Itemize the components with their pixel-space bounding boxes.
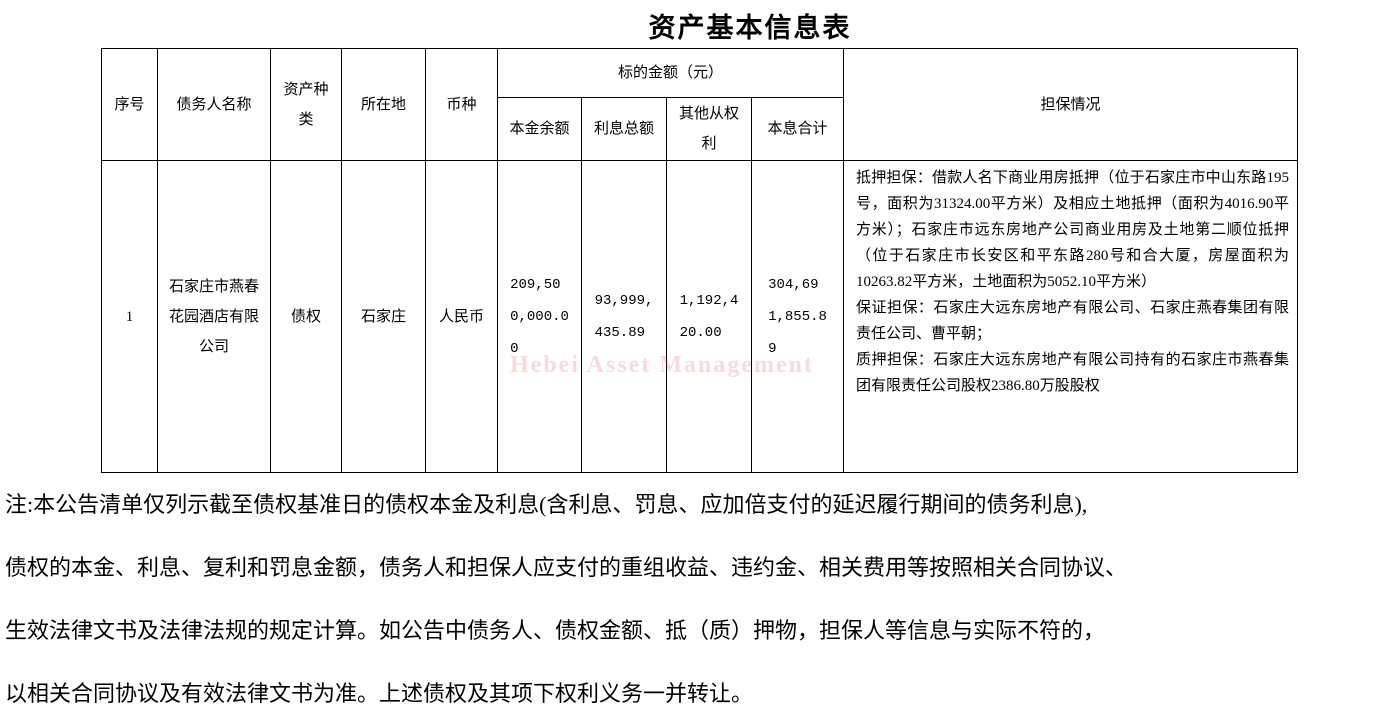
- header-cell: 币种: [425, 48, 498, 161]
- note-line: 以相关合同协议及有效法律文书为准。上述债权及其项下权利义务一并转让。: [5, 681, 754, 706]
- asset-table: 序号 债务人名称 资产种类 所在地 币种 标的金额（元） 担保情况 本金余额 利…: [101, 48, 1298, 473]
- header-cell: 本息合计: [751, 97, 844, 161]
- guarantee-paragraph: 保证担保：石家庄大远东房地产有限公司、石家庄燕春集团有限责任公司、曹平朝；: [856, 300, 1289, 342]
- guarantee-paragraph: 质押担保：石家庄大远东房地产有限公司持有的石家庄市燕春集团有限责任公司股权238…: [856, 352, 1289, 394]
- amount: 304,691,855.89: [768, 276, 827, 357]
- amount: 93,999,435.89: [594, 292, 654, 341]
- cell: 石家庄市燕春花园酒店有限公司: [157, 160, 271, 473]
- cell: 1: [101, 160, 158, 473]
- header-cell: 债务人名称: [157, 48, 271, 161]
- note-line: 债权的本金、利息、复利和罚息金额，债务人和担保人应支付的重组收益、违约金、相关费…: [5, 555, 1128, 580]
- guarantee-paragraph: 抵押担保：借款人名下商业用房抵押（位于石家庄市中山东路195号，面积为31324…: [856, 170, 1289, 290]
- cell: 304,691,855.89: [751, 160, 844, 473]
- cell: 石家庄: [341, 160, 426, 473]
- cell: 债权: [270, 160, 342, 473]
- note-line: 注:本公告清单仅列示截至债权基准日的债权本金及利息(含利息、罚息、应加倍支付的延…: [5, 492, 1088, 517]
- watermark: Hebei Asset Management: [510, 352, 814, 378]
- header-cell: 本金余额: [497, 97, 582, 161]
- cell: 209,500,000.00: [497, 160, 582, 473]
- note: 注:本公告清单仅列示截至债权基准日的债权本金及利息(含利息、罚息、应加倍支付的延…: [5, 480, 1127, 719]
- title: 资产基本信息表: [648, 13, 852, 43]
- header-cell: 序号: [101, 48, 158, 161]
- note-line: 生效法律文书及法律法规的规定计算。如公告中债务人、债权金额、抵（质）押物，担保人…: [5, 618, 1106, 643]
- header-cell: 标的金额（元）: [497, 48, 844, 98]
- amount: 209,500,000.00: [510, 276, 569, 357]
- amount: 1,192,420.00: [679, 292, 739, 341]
- header-cell: 所在地: [341, 48, 426, 161]
- guarantee-cell: 抵押担保：借款人名下商业用房抵押（位于石家庄市中山东路195号，面积为31324…: [843, 160, 1298, 473]
- header-cell: 其他从权利: [666, 97, 752, 161]
- header-cell: 担保情况: [843, 48, 1298, 161]
- cell: 1,192,420.00: [666, 160, 752, 473]
- cell: 93,999,435.89: [581, 160, 667, 473]
- header-cell: 资产种类: [270, 48, 342, 161]
- cell: 人民币: [425, 160, 498, 473]
- header-cell: 利息总额: [581, 97, 667, 161]
